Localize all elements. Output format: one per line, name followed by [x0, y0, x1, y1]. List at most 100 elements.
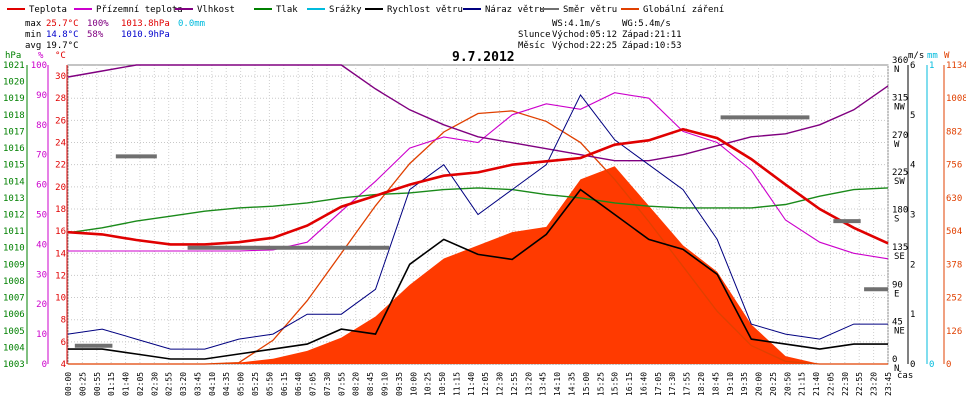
stats-rain: 0.0mm	[178, 19, 205, 29]
legend-label-0: Teplota	[29, 5, 67, 15]
x-tick-label: 16:40	[639, 372, 648, 396]
x-tick-label: 15:25	[596, 372, 605, 396]
tick-pressure: 1014	[3, 177, 25, 187]
x-tick-label: 17:55	[683, 372, 692, 396]
tick-wind-dir: 180	[892, 206, 908, 216]
tick-radiation: 1134	[946, 61, 966, 71]
tick-pressure: 1005	[3, 327, 25, 337]
tick-wind-speed: 2	[910, 260, 915, 270]
chart-title: 9.7.2012	[452, 50, 515, 65]
x-tick-label: 17:05	[654, 372, 663, 396]
tick-humidity: 80	[36, 121, 47, 131]
tick-wind-dir-name: SE	[894, 252, 905, 262]
x-axis: 00:00 00:25 00:55 01:15 01:40 02:05 02:30 02:55…	[64, 372, 893, 396]
tick-rain: 0	[929, 360, 934, 370]
stats-slunce-label: Slunce	[518, 30, 551, 40]
radiation-layer	[68, 110, 888, 365]
x-tick-label: 15:00	[582, 372, 591, 396]
x-tick-label: 02:55	[165, 372, 174, 396]
tick-wind-dir: 360	[892, 56, 908, 66]
x-tick-label: 12:55	[510, 372, 519, 396]
stats-slunce-set: Západ:21:11	[622, 30, 682, 40]
x-tick-label: 08:20	[352, 372, 361, 396]
unit-mm: mm	[927, 51, 938, 61]
tick-temp: 16	[55, 227, 66, 237]
stats-avg-label: avg	[25, 41, 41, 51]
tick-wind-dir: 45	[892, 318, 903, 328]
legend-label-4: Srážky	[329, 5, 362, 15]
tick-wind-dir: 135	[892, 243, 908, 253]
series-line-tlak	[67, 187, 889, 234]
x-tick-label: 18:20	[697, 372, 706, 396]
x-tick-label: 01:40	[122, 372, 131, 396]
tick-wind-speed: 4	[910, 161, 915, 171]
tick-wind-dir: 0	[892, 355, 897, 365]
unit-w: W	[944, 51, 950, 61]
x-tick-label: 06:40	[294, 372, 303, 396]
x-tick-label: 12:05	[481, 372, 490, 396]
stats-min-temp: 14.8°C	[46, 30, 79, 40]
stats-slunce-rise: Východ:05:12	[552, 30, 617, 40]
x-tick-label: 23:45	[884, 372, 893, 396]
stats-min-label: min	[25, 30, 41, 40]
stats-ws: WS:4.1m/s	[552, 19, 601, 29]
tick-wind-dir: 270	[892, 131, 908, 141]
tick-pressure: 1017	[3, 127, 25, 137]
unit-pct: %	[38, 51, 44, 61]
x-tick-label: 02:30	[150, 372, 159, 396]
tick-wind-speed: 3	[910, 211, 915, 221]
tick-wind-speed: 5	[910, 111, 915, 121]
x-tick-label: 03:45	[193, 372, 202, 396]
tick-humidity: 0	[42, 360, 47, 370]
tick-pressure: 1015	[3, 161, 25, 171]
tick-humidity: 90	[36, 91, 47, 101]
axes-layer: 1003100410051006100710081009101010111012…	[3, 56, 966, 374]
tick-wind-dir: 225	[892, 168, 908, 178]
x-tick-label: 00:25	[78, 372, 87, 396]
unit-ms: m/s	[908, 51, 924, 61]
series-line-n-raz-v-tru	[67, 93, 888, 350]
stats-max-label: max	[25, 19, 42, 29]
chart-legend: Teplota Přízemní teplota Vlhkost Tlak Srážky…	[7, 5, 724, 15]
tick-temp: 26	[55, 116, 66, 126]
tick-radiation: 882	[946, 127, 962, 137]
x-tick-label: 13:20	[524, 372, 533, 396]
tick-pressure: 1003	[3, 360, 25, 370]
x-tick-label: 11:40	[467, 372, 476, 396]
legend-label-3: Tlak	[276, 5, 298, 15]
tick-wind-dir-name: W	[894, 140, 900, 150]
tick-temp: 8	[61, 316, 66, 326]
legend-label-5: Rychlost větru	[387, 5, 463, 15]
x-tick-label: 10:00	[409, 372, 418, 396]
tick-humidity: 70	[36, 151, 47, 161]
tick-rain: 1	[929, 61, 934, 71]
tick-pressure: 1010	[3, 244, 25, 254]
tick-pressure: 1016	[3, 144, 25, 154]
x-tick-label: 20:00	[755, 372, 764, 396]
tick-radiation: 252	[946, 294, 962, 304]
series-line-vlhkost	[67, 64, 889, 162]
x-tick-label: 23:20	[870, 372, 879, 396]
tick-wind-dir-name: SW	[894, 177, 905, 187]
tick-wind-dir-name: NW	[894, 102, 905, 112]
tick-radiation: 126	[946, 327, 962, 337]
stats-mesic-set: Západ:10:53	[622, 41, 682, 51]
tick-temp: 4	[61, 360, 66, 370]
x-tick-label: 14:35	[568, 372, 577, 396]
tick-temp: 18	[55, 205, 66, 215]
x-tick-label: 14:10	[553, 372, 562, 396]
stats-min-press: 1010.9hPa	[121, 30, 170, 40]
x-tick-label: 18:45	[711, 372, 720, 396]
x-tick-label: 03:20	[179, 372, 188, 396]
tick-humidity: 10	[36, 330, 47, 340]
series-line-p-zemn-teplota	[68, 92, 889, 260]
x-tick-label: 17:30	[668, 372, 677, 396]
tick-wind-speed: 1	[910, 310, 915, 320]
tick-radiation: 504	[946, 227, 962, 237]
x-tick-label: 21:15	[798, 372, 807, 396]
x-tick-label: 01:15	[107, 372, 116, 396]
legend-label-7: Směr větru	[563, 5, 617, 15]
tick-pressure: 1009	[3, 260, 25, 270]
x-tick-label: 06:15	[280, 372, 289, 396]
